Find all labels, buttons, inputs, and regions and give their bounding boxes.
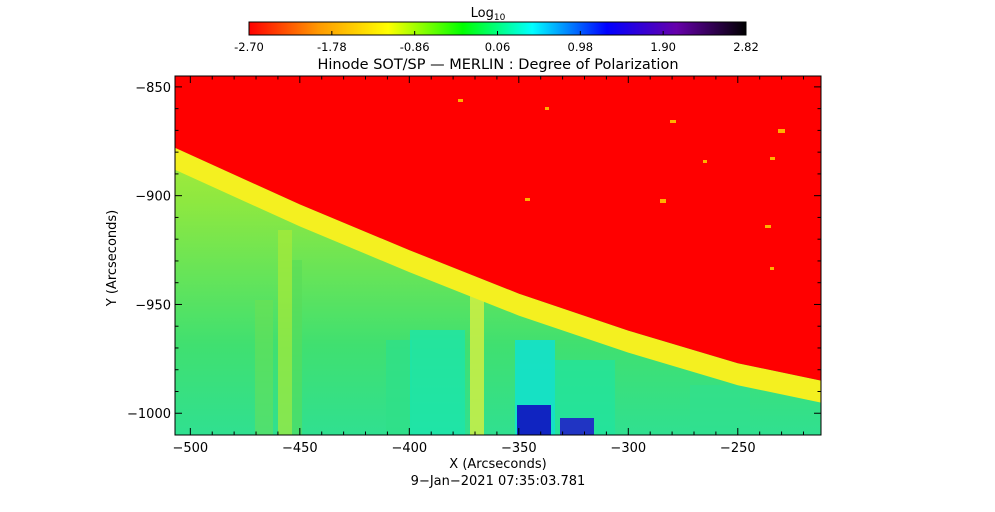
y-tick-label: −900 [135, 190, 171, 205]
y-axis: −850 −900 −950 −1000 [127, 81, 821, 436]
colorbar-label: Log10 [471, 6, 506, 23]
colorbar-ticks: -2.70 -1.78 -0.86 0.06 0.98 1.90 2.82 [234, 31, 759, 54]
y-tick-label: −1000 [127, 407, 171, 422]
colorbar-tick-label: 1.90 [650, 40, 676, 54]
limb-band [175, 147, 821, 403]
y-axis-label: Y (Arcseconds) [105, 210, 120, 307]
plot-frame [174, 75, 822, 436]
colorbar-tick-label: 0.98 [568, 40, 594, 54]
off-limb-streak [690, 385, 750, 435]
chart-title: Hinode SOT/SP — MERLIN : Degree of Polar… [317, 57, 678, 73]
x-tick-label: −400 [391, 441, 427, 456]
x-tick-label: −500 [172, 441, 208, 456]
timestamp: 9−Jan−2021 07:35:03.781 [411, 474, 586, 489]
y-tick-label: −850 [135, 81, 171, 96]
x-axis-label: X (Arcseconds) [449, 457, 546, 472]
high-polarization-patch [517, 405, 551, 435]
colorbar: Log10 -2.70 -1.78 -0.86 0.06 0.98 1.90 2.82 [234, 6, 759, 54]
colorbar-tick-label: -2.70 [234, 40, 264, 54]
off-limb-streak [255, 300, 273, 435]
heatmap-image [175, 76, 821, 435]
high-polarization-patch [560, 418, 594, 435]
colorbar-tick-label: -0.86 [400, 40, 430, 54]
off-limb-streak [470, 290, 484, 435]
colorbar-tick-label: -1.78 [317, 40, 347, 54]
colorbar-tick-label: 2.82 [733, 40, 759, 54]
disk-features [458, 99, 785, 270]
off-limb-streak [386, 340, 412, 435]
x-tick-label: −450 [282, 441, 318, 456]
x-axis: −500 −450 −400 −350 −300 −250 [172, 76, 804, 456]
x-tick-label: −350 [501, 441, 537, 456]
solar-disk-region [175, 76, 821, 381]
off-limb-streak [410, 330, 465, 435]
x-tick-label: −250 [720, 441, 756, 456]
x-tick-label: −300 [610, 441, 646, 456]
colorbar-tick-label: 0.06 [485, 40, 511, 54]
off-limb-streak [292, 260, 302, 435]
y-tick-label: −950 [135, 298, 171, 313]
off-limb-streak [278, 230, 292, 435]
